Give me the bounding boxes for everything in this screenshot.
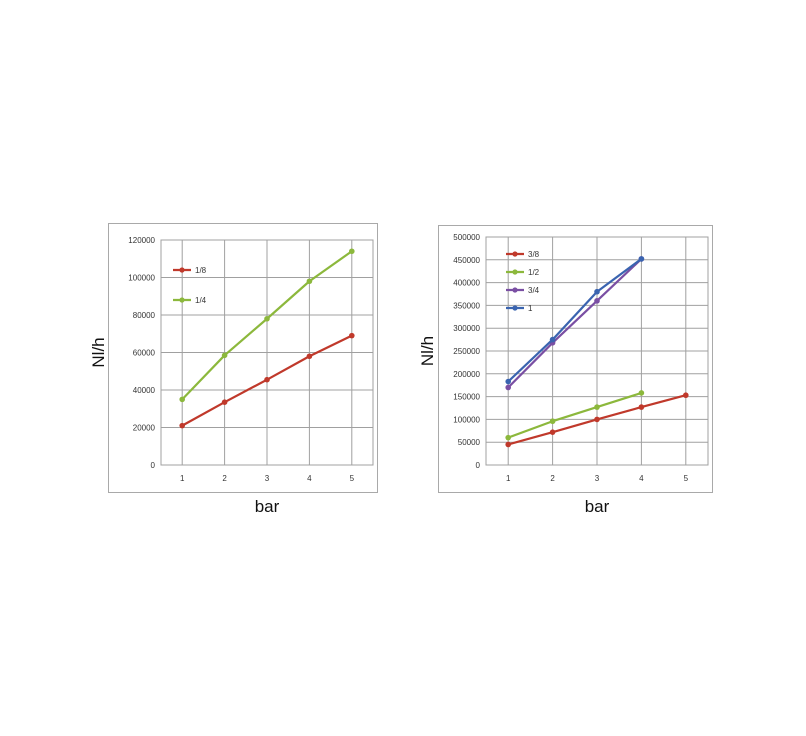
data-point — [221, 399, 228, 405]
chart-left-frame — [108, 223, 378, 493]
series-line-2 — [507, 258, 643, 389]
y-tick-label: 20000 — [133, 424, 156, 433]
y-tick-label: 100000 — [453, 415, 480, 424]
chart-right-frame — [438, 225, 713, 493]
series-line-1 — [507, 391, 642, 439]
y-tick-label: 60000 — [133, 349, 156, 358]
y-tick-label: 120000 — [128, 236, 155, 245]
data-point — [306, 278, 313, 285]
data-point — [638, 404, 645, 410]
data-point — [306, 353, 313, 360]
chart-left-plot: 0 20000 40000 60000 80000 100000 120000 1 2 3 4 5 1/… — [89, 236, 374, 516]
y-tick-label: 50000 — [458, 438, 481, 447]
legend-label: 1/4 — [195, 296, 207, 305]
x-tick-label: 1 — [180, 474, 185, 483]
y-tick-label: 250000 — [453, 347, 480, 356]
x-tick-label: 4 — [639, 474, 644, 483]
x-tick-label: 2 — [550, 474, 555, 483]
legend-marker — [179, 297, 185, 303]
data-point — [683, 392, 689, 399]
chart-left: 0 20000 40000 60000 80000 100000 120000 1 2 3 4 5 1/… — [89, 223, 378, 516]
legend-label: 3/4 — [528, 286, 540, 295]
legend-marker — [179, 267, 185, 273]
y-tick-label: 350000 — [453, 301, 480, 310]
data-point — [505, 441, 511, 448]
data-point — [594, 288, 600, 295]
data-point — [264, 376, 270, 383]
data-point — [349, 248, 355, 255]
legend-label: 1/2 — [528, 268, 540, 277]
legend-marker — [512, 269, 518, 275]
y-axis-title: Nl/h — [418, 336, 437, 366]
data-point — [179, 422, 185, 429]
y-tick-label: 40000 — [133, 386, 156, 395]
data-point — [505, 434, 511, 441]
data-point — [549, 336, 556, 343]
y-axis-title: Nl/h — [89, 337, 108, 367]
y-tick-label: 0 — [476, 461, 481, 470]
chart-right: 0 50000 100000 150000 200000 250000 300000 3500… — [418, 225, 713, 516]
x-tick-label: 3 — [265, 474, 270, 483]
x-tick-label: 3 — [595, 474, 600, 483]
data-point — [638, 256, 645, 262]
legend-label: 1/8 — [195, 266, 207, 275]
y-tick-label: 500000 — [453, 233, 480, 242]
legend-marker — [512, 251, 518, 257]
legend-marker — [512, 287, 518, 293]
y-tick-label: 0 — [151, 461, 156, 470]
y-tick-label: 450000 — [453, 256, 480, 265]
x-axis-title: bar — [255, 497, 280, 516]
chart-right-plot: 0500001000001500002000002500003000003500… — [418, 233, 709, 516]
data-point — [505, 378, 511, 385]
legend-marker — [512, 305, 518, 311]
data-point — [549, 429, 556, 435]
series-line-3 — [507, 258, 643, 383]
y-tick-label: 150000 — [453, 393, 480, 402]
data-point — [221, 352, 228, 359]
data-point — [549, 418, 556, 425]
y-tick-label: 400000 — [453, 279, 480, 288]
x-axis-title: bar — [585, 497, 610, 516]
x-tick-label: 5 — [684, 474, 689, 483]
legend-label: 1 — [528, 304, 533, 313]
data-point — [594, 404, 600, 410]
y-tick-label: 80000 — [133, 311, 156, 320]
data-point — [505, 384, 511, 391]
x-tick-label: 2 — [222, 474, 227, 483]
x-tick-label: 1 — [506, 474, 511, 483]
x-tick-label: 4 — [307, 474, 312, 483]
data-point — [264, 315, 270, 322]
data-point — [349, 332, 355, 339]
data-point — [594, 298, 600, 304]
data-point — [594, 416, 600, 423]
x-tick-label: 5 — [350, 474, 355, 483]
data-point — [638, 390, 645, 396]
legend-label: 3/8 — [528, 250, 540, 259]
y-tick-label: 100000 — [128, 274, 155, 283]
data-point — [179, 396, 185, 403]
y-tick-label: 200000 — [453, 370, 480, 379]
y-tick-label: 300000 — [453, 324, 480, 333]
